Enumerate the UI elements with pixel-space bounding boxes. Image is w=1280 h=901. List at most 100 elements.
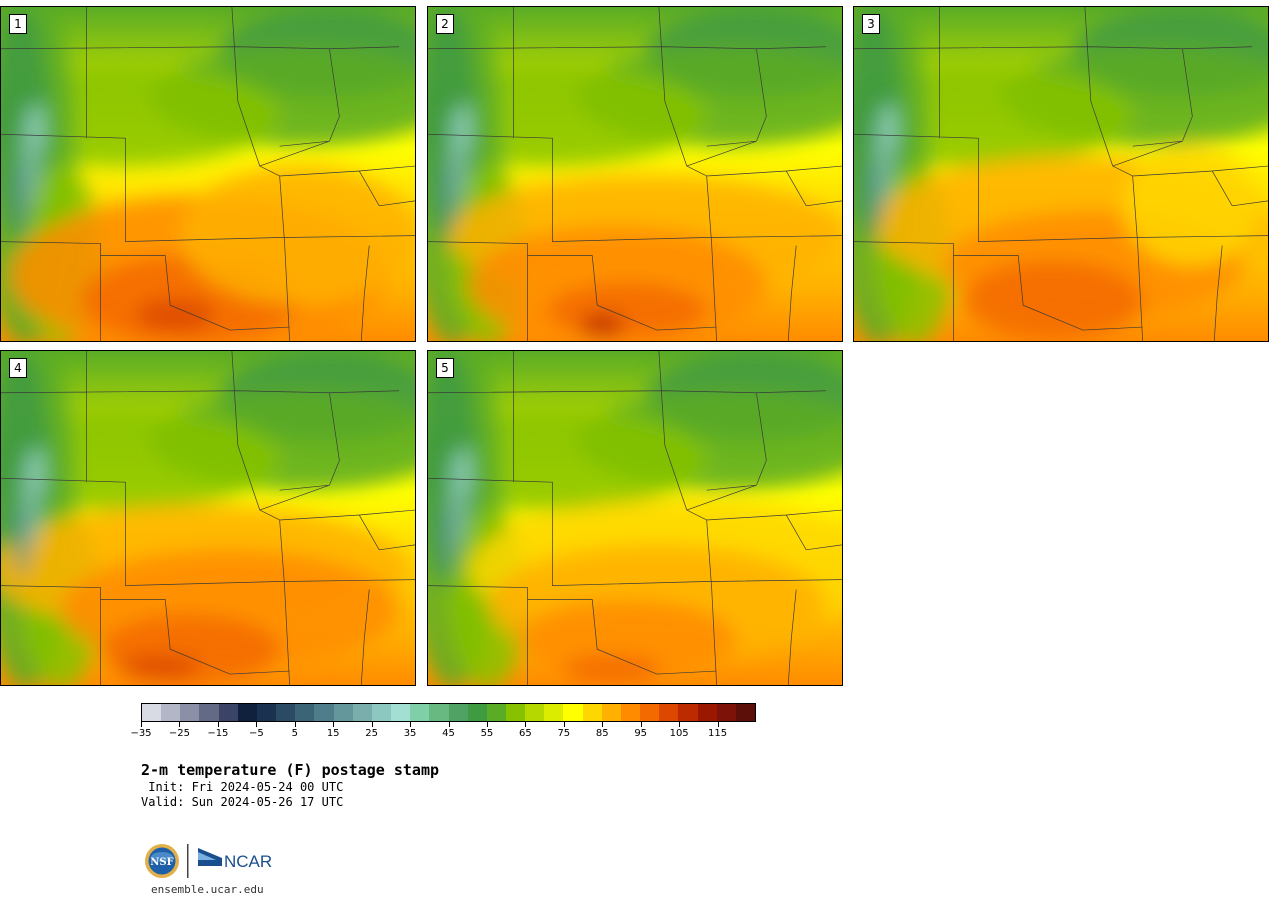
colorbar-tick: [679, 722, 681, 727]
colorbar-segment: [199, 704, 219, 721]
colorbar-segment: [716, 704, 736, 721]
colorbar-segment: [582, 704, 602, 721]
temperature-field: [1, 7, 415, 341]
panel-number-label: 4: [9, 358, 27, 378]
state-borders: [428, 7, 842, 341]
init-time: Init: Fri 2024-05-24 00 UTC: [141, 780, 344, 794]
temperature-map: [428, 7, 842, 341]
ncar-logo-text: NCAR: [224, 852, 272, 871]
colorbar-segment: [678, 704, 698, 721]
colorbar-segment: [735, 704, 755, 721]
nsf-logo-icon: NSF: [145, 844, 179, 878]
colorbar-segment: [505, 704, 526, 721]
colorbar-tick: [256, 722, 258, 727]
colorbar-segment: [218, 704, 238, 721]
panel-number-label: 3: [862, 14, 880, 34]
colorbar-tick-label: 25: [365, 728, 378, 739]
colorbar-tick: [141, 722, 142, 727]
colorbar-tick-label: 65: [519, 728, 532, 739]
panel-number-label: 1: [9, 14, 27, 34]
colorbar-tick: [717, 722, 719, 727]
panel-number-label: 2: [436, 14, 454, 34]
colorbar-tick-label: 45: [442, 728, 455, 739]
colorbar-tick: [294, 722, 296, 727]
colorbar-segment: [352, 704, 372, 721]
colorbar-segment: [697, 704, 717, 721]
chart-title: 2-m temperature (F) postage stamp: [141, 761, 440, 779]
colorbar-tick: [640, 722, 642, 727]
colorbar-segment: [601, 704, 621, 721]
temperature-map: [1, 7, 415, 341]
valid-time: Valid: Sun 2024-05-26 17 UTC: [141, 795, 344, 809]
colorbar-tick-label: 95: [634, 728, 648, 739]
colorbar-segment: [410, 704, 430, 721]
colorbar-segment: [256, 704, 277, 721]
colorbar-segment: [161, 704, 181, 721]
temperature-field: [428, 7, 842, 341]
colorbar-segment: [525, 704, 545, 721]
colorbar-tick: [486, 722, 488, 727]
colorbar-tick: [448, 722, 450, 727]
colorbar-segment: [180, 704, 200, 721]
colorbar-segment: [544, 704, 564, 721]
colorbar-segment: [467, 704, 487, 721]
stamp-panel-4: 4: [0, 350, 416, 686]
colorbar-tick: [179, 722, 181, 727]
colorbar-segment: [142, 704, 162, 721]
colorbar-segment: [333, 704, 353, 721]
colorbar-tick: [217, 722, 219, 727]
state-borders: [1, 7, 415, 341]
colorbar-ticks: −35 −25 −15 −5 5 15 25 35 45 55 65 75 85 95 105 115: [130, 722, 756, 742]
colorbar-tick-label: 85: [595, 728, 609, 739]
colorbar-tick-label: −5: [248, 728, 264, 739]
temperature-map: [428, 351, 842, 685]
colorbar-tick-label: 105: [669, 728, 689, 739]
colorbar-segment: [486, 704, 506, 721]
colorbar-segment: [659, 704, 679, 721]
stamp-panel-3: 3: [853, 6, 1269, 342]
colorbar-segment: [448, 704, 468, 721]
nsf-ncar-logos: NSF NCAR: [145, 844, 272, 878]
colorbar-tick-label: 35: [403, 728, 417, 739]
temperature-field: [1, 351, 415, 685]
colorbar-tick-label: 115: [708, 728, 728, 739]
temperature-colorbar: [141, 703, 756, 722]
panel-number-label: 5: [436, 358, 454, 378]
ncar-logo-icon: NCAR: [198, 848, 272, 871]
colorbar-tick-label: 55: [480, 728, 494, 739]
colorbar-tick-label: 75: [557, 728, 571, 739]
colorbar-tick-label: 5: [291, 728, 298, 739]
colorbar-segment: [429, 704, 449, 721]
nsf-logo-text: NSF: [150, 857, 173, 868]
colorbar-segment: [563, 704, 583, 721]
colorbar-tick: [371, 722, 373, 727]
colorbar-segment: [276, 704, 296, 721]
temperature-field: [428, 351, 842, 685]
colorbar-tick: [563, 722, 565, 727]
colorbar-segment: [391, 704, 411, 721]
temperature-map: [1, 351, 415, 685]
colorbar-tick: [602, 722, 604, 727]
state-borders: [1, 351, 415, 685]
colorbar-tick: [525, 722, 527, 727]
state-borders: [428, 351, 842, 685]
temperature-map: [854, 7, 1268, 341]
colorbar-tick-label: −35: [130, 728, 152, 739]
colorbar-segment: [371, 704, 392, 721]
colorbar-segment: [314, 704, 334, 721]
colorbar-segment: [295, 704, 315, 721]
stamp-panel-5: 5: [427, 350, 843, 686]
website-url: ensemble.ucar.edu: [151, 883, 264, 896]
colorbar-segment: [237, 704, 257, 721]
colorbar-tick-label: −15: [207, 728, 229, 739]
colorbar-segment: [640, 704, 660, 721]
stamp-panel-2: 2: [427, 6, 843, 342]
stamp-panel-1: 1: [0, 6, 416, 342]
temperature-field: [854, 7, 1268, 341]
colorbar-tick-label: −25: [168, 728, 190, 739]
colorbar-tick: [333, 722, 335, 727]
state-borders: [854, 7, 1268, 341]
colorbar-tick: [410, 722, 412, 727]
colorbar-tick-label: 15: [326, 728, 340, 739]
colorbar-segment: [620, 704, 641, 721]
